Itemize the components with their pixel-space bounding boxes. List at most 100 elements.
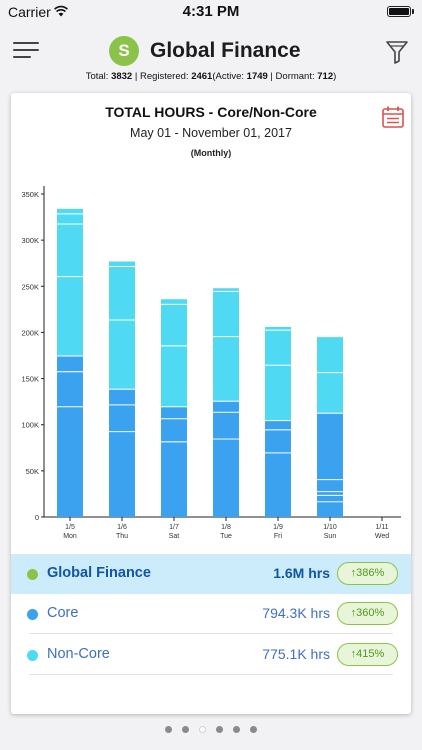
x-tick-sublabel: Tue xyxy=(220,533,232,540)
period-label: (Monthly) xyxy=(190,148,232,158)
growth-badge[interactable]: ↑386% xyxy=(337,562,398,585)
user-stats: Total: 3832 | Registered: 2461(Active: 1… xyxy=(85,71,337,82)
x-tick-label: 1/11 xyxy=(375,524,388,531)
bar-segment xyxy=(161,303,187,346)
total-label: Total: xyxy=(85,71,109,82)
bar-segment xyxy=(317,501,343,517)
battery-icon xyxy=(387,6,411,17)
bar-segment xyxy=(57,371,83,407)
x-tick-label: 1/6 xyxy=(117,524,127,531)
legend-label: Non-Core xyxy=(47,646,110,662)
pager-dot[interactable] xyxy=(233,726,240,733)
bar-segment xyxy=(317,491,343,495)
wifi-icon xyxy=(54,5,68,17)
registered-count: 2461 xyxy=(191,71,213,82)
bar-segment xyxy=(213,336,239,401)
growth-badge[interactable]: ↑360% xyxy=(337,602,398,625)
growth-badge[interactable]: ↑415% xyxy=(337,643,398,666)
pager-dot[interactable] xyxy=(182,726,189,733)
legend-value: 775.1K hrs xyxy=(262,646,330,662)
row-divider xyxy=(29,674,393,675)
y-tick-label: 300K xyxy=(21,236,39,245)
bar-segment xyxy=(161,441,187,517)
bar-segment xyxy=(109,265,135,320)
core-dot xyxy=(27,609,38,620)
bar-segment xyxy=(213,400,239,412)
legend-row-non-core[interactable]: Non-Core 775.1K hrs ↑415% xyxy=(11,635,411,675)
bar-segment xyxy=(317,479,343,492)
hamburger-menu-icon[interactable] xyxy=(13,40,39,60)
legend-row-core[interactable]: Core 794.3K hrs ↑360% xyxy=(11,594,411,634)
calendar-icon[interactable] xyxy=(381,105,405,129)
y-tick-label: 0 xyxy=(35,513,39,522)
bar-segment xyxy=(265,420,291,430)
carrier-label: Carrier xyxy=(8,4,51,20)
x-tick-label: 1/8 xyxy=(221,524,231,531)
bar-segment xyxy=(317,372,343,413)
y-tick-label: 250K xyxy=(21,282,39,291)
dormant-label: Dormant: xyxy=(275,71,315,82)
x-tick-sublabel: Thu xyxy=(116,533,128,540)
bar-segment xyxy=(265,364,291,421)
chart-card: TOTAL HOURS - Core/Non-Core May 01 - Nov… xyxy=(11,93,411,714)
x-tick-label: 1/5 xyxy=(65,524,75,531)
non-core-dot xyxy=(27,650,38,661)
bar-segment xyxy=(109,260,135,266)
bar-segment xyxy=(109,319,135,389)
bar-segment xyxy=(57,406,83,517)
bar-segment xyxy=(109,431,135,517)
bar-segment xyxy=(57,355,83,372)
pager-dot[interactable] xyxy=(165,726,172,733)
clock: 4:31 PM xyxy=(182,3,240,20)
bar-segment xyxy=(161,298,187,304)
x-tick-sublabel: Sun xyxy=(324,533,337,540)
dormant-count: 712 xyxy=(317,71,334,82)
battery-tip xyxy=(412,9,414,14)
total-count: 3832 xyxy=(111,71,133,82)
x-tick-sublabel: Wed xyxy=(375,533,389,540)
bar-segment xyxy=(57,223,83,277)
active-label: Active: xyxy=(215,71,245,82)
bar-segment xyxy=(265,429,291,453)
date-range: May 01 - November 01, 2017 xyxy=(130,126,292,140)
x-tick-sublabel: Mon xyxy=(63,533,77,540)
legend-value: 794.3K hrs xyxy=(262,605,330,621)
pager-dot[interactable] xyxy=(250,726,257,733)
x-tick-label: 1/10 xyxy=(323,524,337,531)
bar-segment xyxy=(213,438,239,517)
y-tick-label: 200K xyxy=(21,328,39,337)
bar-segment xyxy=(213,290,239,337)
x-tick-label: 1/9 xyxy=(273,524,283,531)
status-bar: Carrier 4:31 PM xyxy=(0,0,422,24)
legend-label: Core xyxy=(47,605,79,621)
bar-segment xyxy=(109,404,135,432)
row-divider xyxy=(29,633,393,634)
bar-segment xyxy=(213,411,239,439)
x-tick-sublabel: Sat xyxy=(169,533,180,540)
active-count: 1749 xyxy=(246,71,268,82)
y-tick-label: 50K xyxy=(26,467,39,476)
funnel-filter-icon[interactable] xyxy=(386,40,408,64)
bar-segment xyxy=(265,325,291,330)
bar-segment xyxy=(265,452,291,517)
bar-segment xyxy=(161,418,187,442)
bar-segment xyxy=(317,494,343,502)
chart-title: TOTAL HOURS - Core/Non-Core xyxy=(105,104,317,120)
x-tick-sublabel: Fri xyxy=(274,533,283,540)
bar-segment xyxy=(57,213,83,224)
bar-segment xyxy=(213,287,239,291)
bar-segment xyxy=(265,329,291,365)
bar-segment xyxy=(109,388,135,405)
bar-segment xyxy=(317,336,343,373)
registered-label: Registered: xyxy=(139,71,189,82)
global-finance-dot xyxy=(27,569,38,580)
x-tick-label: 1/7 xyxy=(169,524,179,531)
pager-dot[interactable] xyxy=(199,726,206,733)
y-tick-label: 350K xyxy=(21,190,39,199)
pager-dot[interactable] xyxy=(216,726,223,733)
bar-segment xyxy=(161,406,187,419)
legend-label: Global Finance xyxy=(47,565,151,581)
bar-segment xyxy=(161,345,187,407)
y-tick-label: 150K xyxy=(21,375,39,384)
legend-row-global-finance[interactable]: Global Finance 1.6M hrs ↑386% xyxy=(11,554,411,594)
